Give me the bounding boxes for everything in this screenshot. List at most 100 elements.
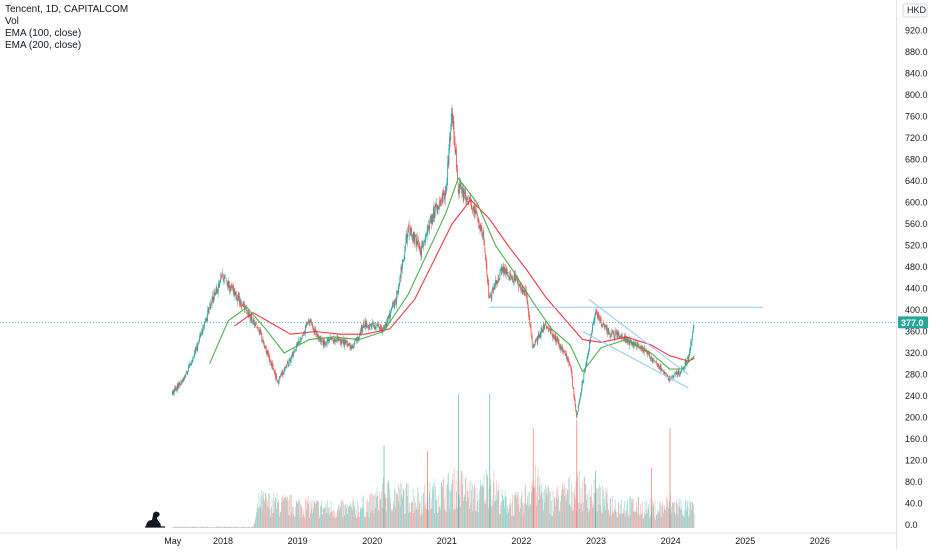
volume-bar xyxy=(612,512,613,528)
volume-bar xyxy=(418,493,419,528)
volume-bar xyxy=(535,488,536,528)
candle xyxy=(603,320,604,326)
volume-bar xyxy=(223,527,224,528)
volume-bar xyxy=(401,495,402,528)
volume-bar xyxy=(213,527,214,528)
volume-bar xyxy=(519,512,520,528)
volume-bar xyxy=(246,527,247,528)
volume-bar xyxy=(257,508,258,528)
volume-bar xyxy=(361,507,362,528)
drawn-lines[interactable] xyxy=(0,299,896,388)
volume-bar xyxy=(681,509,682,528)
volume-bar xyxy=(173,527,174,528)
volume-bar xyxy=(468,498,469,528)
volume-bar xyxy=(550,491,551,528)
candle xyxy=(225,278,226,279)
volume-bar xyxy=(637,514,638,528)
y-tick-label: 200.0 xyxy=(905,413,928,423)
volume-bar xyxy=(517,495,518,528)
volume-bar xyxy=(407,496,408,528)
volume-bar xyxy=(429,491,430,528)
candle xyxy=(349,342,350,345)
candle xyxy=(572,376,573,388)
volume-bar xyxy=(671,513,672,528)
candle xyxy=(424,238,425,246)
volume-bar xyxy=(180,526,181,528)
volume-bar xyxy=(211,527,212,528)
volume-bar xyxy=(621,500,622,528)
volume-bar xyxy=(509,505,510,528)
volume-bar xyxy=(544,489,545,528)
volume-bar xyxy=(654,518,655,528)
candle xyxy=(307,322,308,324)
candle xyxy=(210,299,211,310)
candle xyxy=(656,359,657,365)
volume-bar xyxy=(489,394,490,528)
volume-bar xyxy=(206,527,207,528)
volume-bar xyxy=(308,504,309,528)
candle xyxy=(337,335,338,344)
volume-bar xyxy=(510,505,511,528)
volume-bar xyxy=(530,506,531,528)
volume-bar xyxy=(448,476,449,528)
volume-bar xyxy=(611,516,612,528)
volume-bar xyxy=(174,527,175,528)
volume-bar xyxy=(365,518,366,528)
volume-bar xyxy=(412,502,413,528)
volume-bar xyxy=(457,508,458,528)
volume-bar xyxy=(649,518,650,528)
candle xyxy=(396,290,397,309)
candle xyxy=(283,371,284,377)
volume-bar xyxy=(471,490,472,528)
volume-bar xyxy=(599,485,600,528)
volume-bar xyxy=(667,498,668,528)
volume-bar xyxy=(463,473,464,528)
volume-bar xyxy=(277,503,278,528)
volume-bar xyxy=(686,500,687,528)
volume-bar xyxy=(682,515,683,528)
y-tick-label: 920.0 xyxy=(905,26,928,36)
candle xyxy=(440,197,441,207)
volume-bar xyxy=(606,488,607,528)
volume-bar xyxy=(591,485,592,528)
tradingview-logo-icon[interactable] xyxy=(143,509,167,529)
volume-bar xyxy=(348,507,349,528)
legend-ema-100[interactable]: EMA (100, close) xyxy=(5,28,128,40)
volume-bar xyxy=(208,527,209,528)
volume-bar xyxy=(182,527,183,528)
volume-bar xyxy=(318,501,319,528)
volume-bar xyxy=(518,492,519,528)
volume-bar xyxy=(248,527,249,528)
volume-bar xyxy=(610,498,611,528)
volume-bar xyxy=(177,527,178,528)
candle xyxy=(664,369,665,375)
volume-bar xyxy=(199,527,200,528)
volume-bar xyxy=(629,497,630,528)
volume-bar xyxy=(590,497,591,528)
legend-ema-200[interactable]: EMA (200, close) xyxy=(5,40,128,52)
volume-bar xyxy=(291,495,292,528)
volume-bar xyxy=(331,501,332,528)
volume-bar xyxy=(581,488,582,528)
volume-bar xyxy=(437,513,438,528)
volume-bar xyxy=(367,499,368,528)
legend-volume[interactable]: Vol xyxy=(5,16,128,28)
volume-bar xyxy=(306,501,307,528)
volume-bar xyxy=(270,517,271,528)
volume-bar xyxy=(313,499,314,528)
volume-bar xyxy=(373,495,374,528)
volume-bar xyxy=(195,527,196,528)
volume-bar xyxy=(636,502,637,528)
legend-symbol-title[interactable]: Tencent, 1D, CAPITALCOM xyxy=(5,4,128,16)
volume-bar xyxy=(223,527,224,528)
volume-bar xyxy=(519,505,520,528)
volume-bar xyxy=(482,486,483,528)
volume-bar xyxy=(193,527,194,528)
volume-bar xyxy=(238,527,239,528)
volume-bar xyxy=(624,501,625,528)
volume-bar xyxy=(484,474,485,528)
volume-bar xyxy=(419,502,420,528)
volume-bar xyxy=(280,512,281,528)
